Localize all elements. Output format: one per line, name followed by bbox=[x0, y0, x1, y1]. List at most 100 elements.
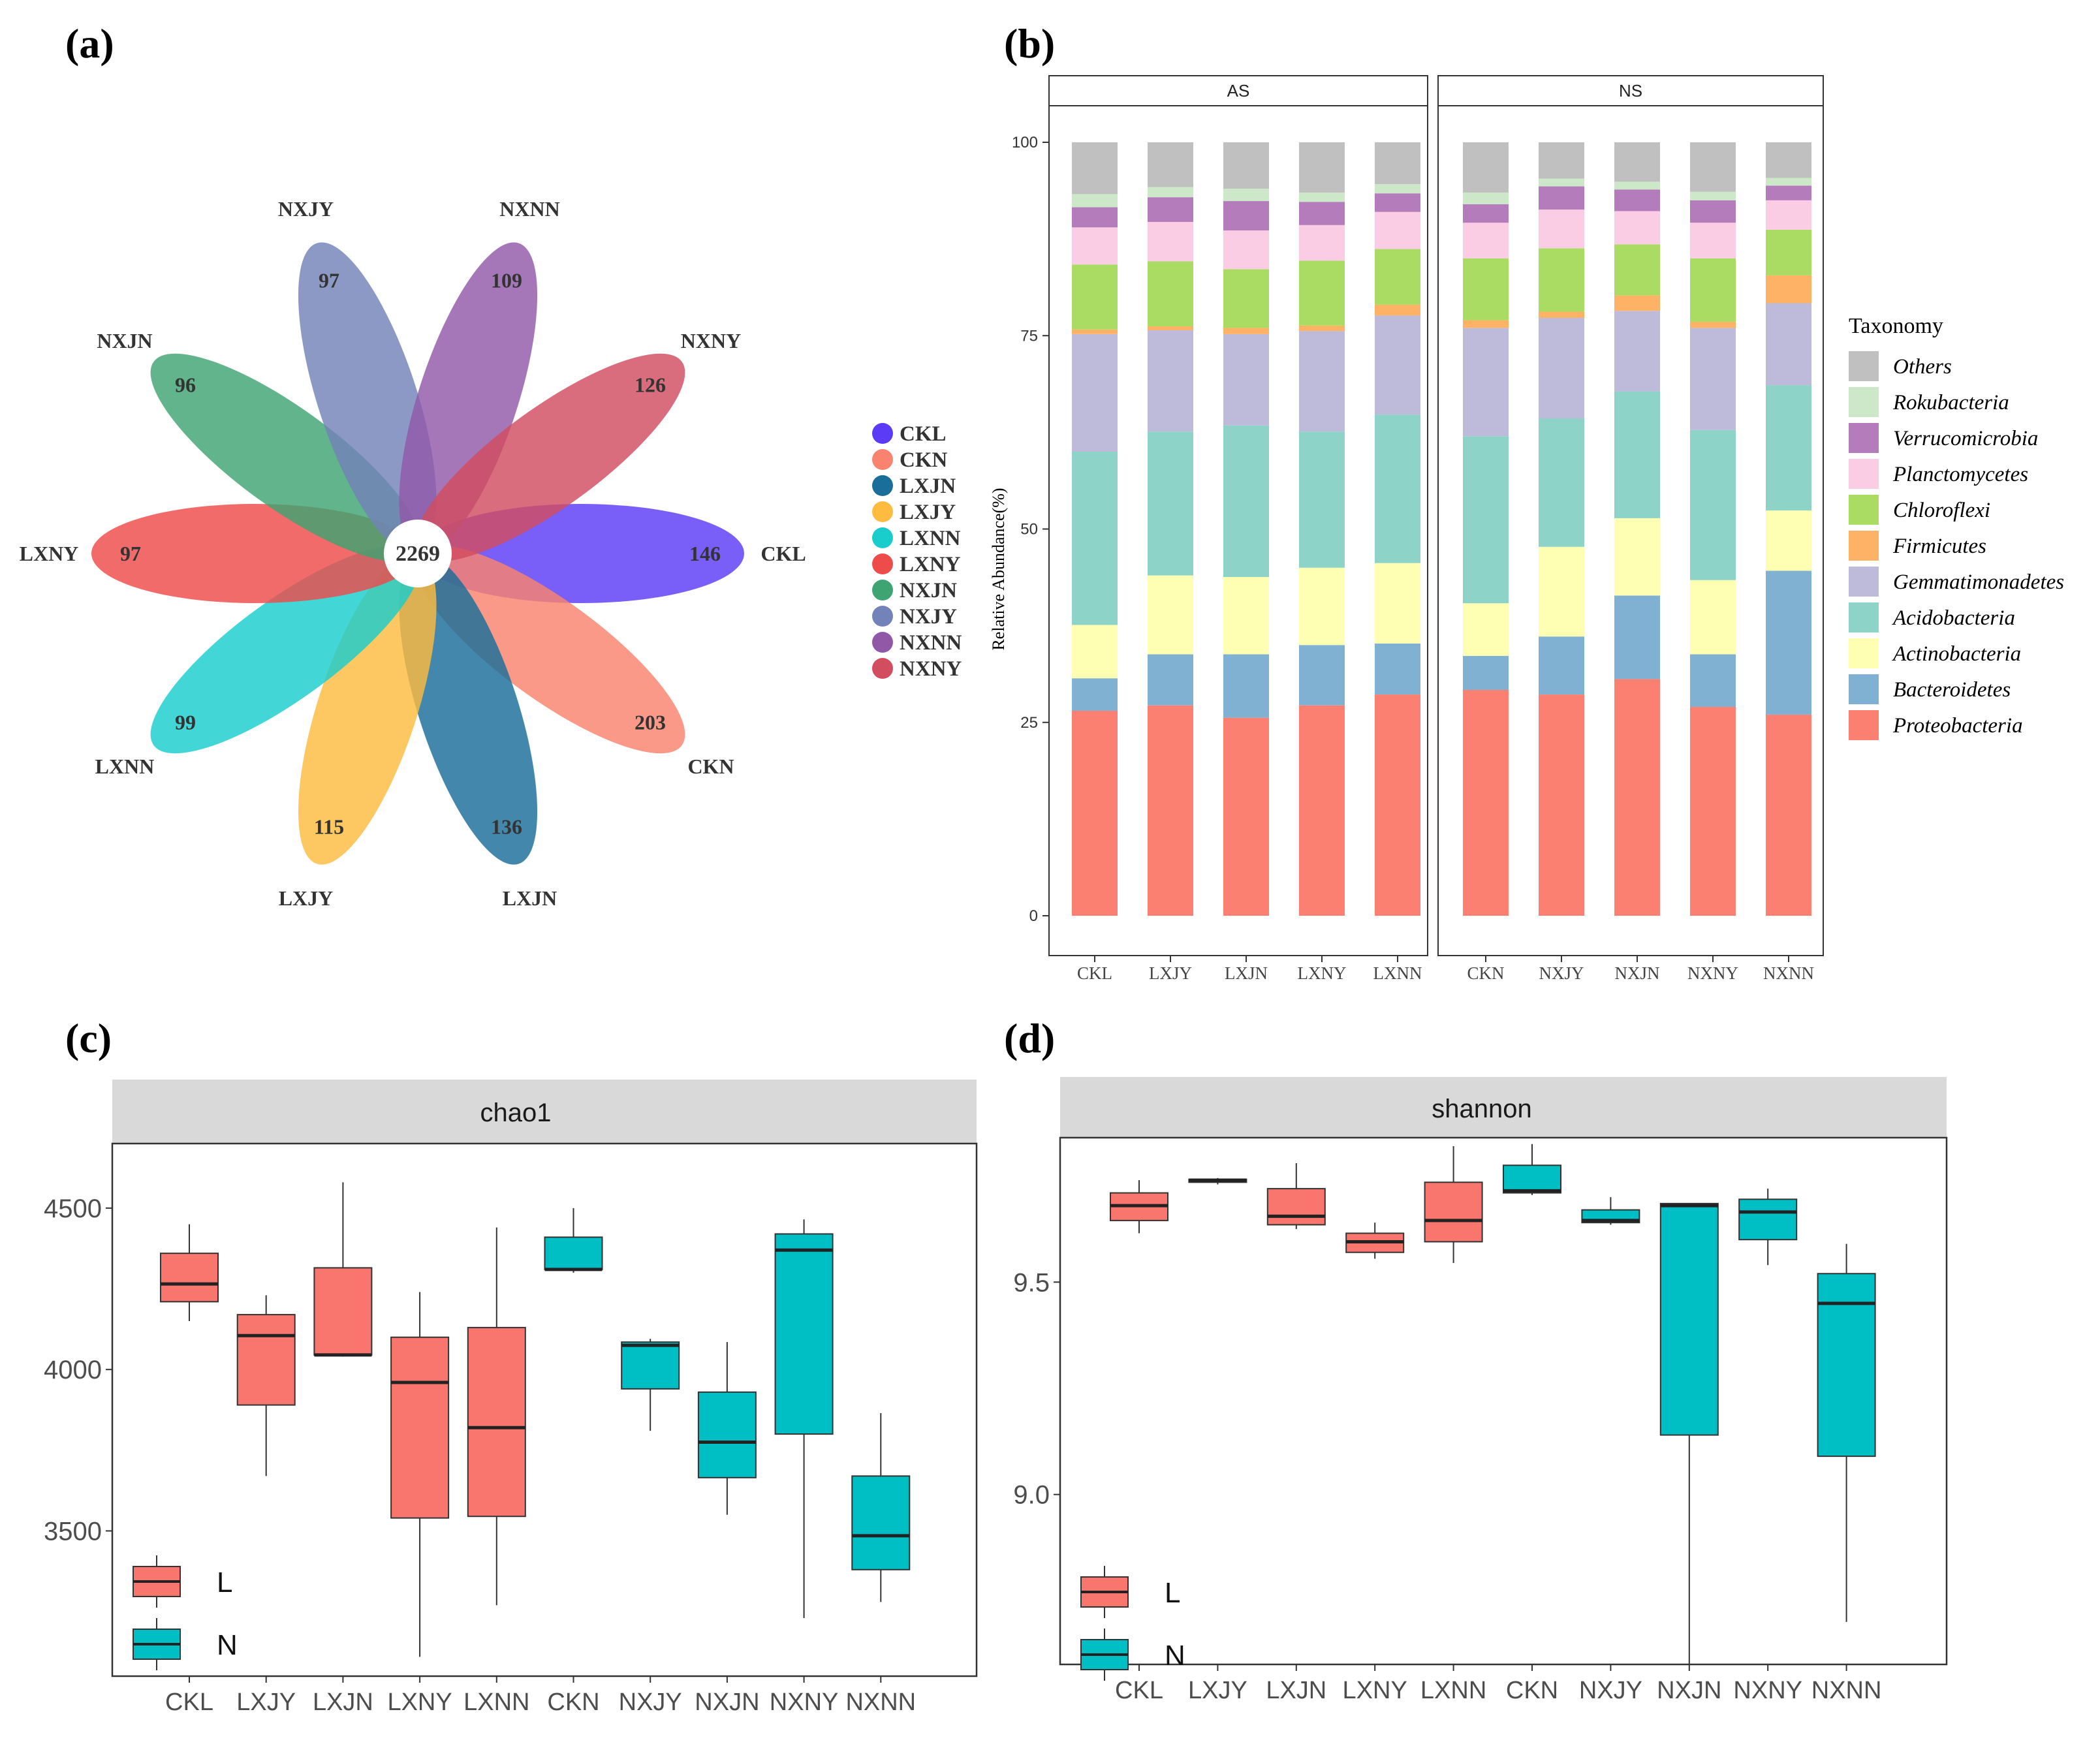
petal-count-nxjn: 96 bbox=[175, 373, 196, 396]
bar-segment bbox=[1766, 200, 1811, 230]
bar-segment bbox=[1614, 391, 1660, 518]
x-tick-label: LXJY bbox=[1188, 1677, 1247, 1704]
bar-segment bbox=[1072, 142, 1118, 195]
bar-segment bbox=[1463, 142, 1509, 193]
box-lxny bbox=[390, 1336, 450, 1519]
bar-segment bbox=[1463, 320, 1509, 328]
bar-segment bbox=[1766, 385, 1811, 511]
legend-label: Actinobacteria bbox=[1892, 642, 2021, 666]
legend-swatch bbox=[1849, 710, 1879, 740]
x-tick-label: CKN bbox=[547, 1689, 599, 1716]
bar-segment bbox=[1223, 201, 1269, 231]
boxplot-title: chao1 bbox=[480, 1099, 552, 1127]
x-tick-label: NXJY bbox=[1579, 1677, 1642, 1704]
bar-segment bbox=[1072, 710, 1118, 916]
legend-swatch bbox=[1849, 495, 1879, 525]
box-nxnn bbox=[851, 1475, 911, 1570]
x-tick-label: LXNY bbox=[1298, 963, 1347, 983]
x-tick-label: NXJY bbox=[1539, 963, 1584, 983]
bar-segment bbox=[1223, 189, 1269, 202]
legend-swatch-nxjy bbox=[872, 606, 893, 627]
bar-segment bbox=[1690, 580, 1736, 655]
bar-segment bbox=[1223, 328, 1269, 334]
bar-segment bbox=[1766, 142, 1811, 178]
y-tick-label: 50 bbox=[1020, 521, 1038, 538]
legend-label-lxjn: LXJN bbox=[900, 475, 956, 498]
bar-segment bbox=[1614, 244, 1660, 296]
bar-segment bbox=[1766, 303, 1811, 386]
box-nxnn bbox=[1817, 1273, 1876, 1458]
petal-nxny bbox=[415, 353, 685, 562]
x-tick-label: CKL bbox=[1077, 963, 1112, 983]
petal-count-nxnn: 109 bbox=[491, 269, 522, 292]
legend-swatch-lxny bbox=[872, 553, 893, 574]
legend-swatch bbox=[1849, 674, 1879, 704]
bar-segment bbox=[1614, 295, 1660, 311]
bar-segment bbox=[1072, 452, 1118, 625]
legend-label: Proteobacteria bbox=[1892, 714, 2023, 738]
plot-panel bbox=[111, 1142, 978, 1677]
bar-segment bbox=[1148, 330, 1193, 432]
legend-label: Firmicutes bbox=[1892, 535, 1986, 558]
bar-segment bbox=[1690, 191, 1736, 200]
petal-count-lxnn: 99 bbox=[175, 711, 196, 734]
petal-lxjy bbox=[298, 552, 437, 865]
x-tick-label: NXNY bbox=[1733, 1677, 1802, 1704]
petal-label-lxjy: LXJY bbox=[279, 886, 334, 910]
bar-segment bbox=[1375, 694, 1420, 916]
bar-segment bbox=[1072, 264, 1118, 330]
bar-segment bbox=[1463, 223, 1509, 258]
legend-label-lxjy: LXJY bbox=[900, 501, 956, 524]
bar-segment bbox=[1223, 269, 1269, 328]
bar-segment bbox=[1072, 678, 1118, 711]
bar-segment bbox=[1148, 222, 1193, 262]
petal-count-lxjy: 115 bbox=[314, 815, 344, 838]
legend-label: L bbox=[1165, 1577, 1180, 1609]
bar-segment bbox=[1223, 230, 1269, 270]
x-tick-label: NXNN bbox=[1763, 963, 1814, 983]
bar-segment bbox=[1539, 178, 1584, 187]
legend-label-lxnn: LXNN bbox=[900, 527, 961, 550]
petal-lxnn bbox=[150, 545, 421, 754]
legend-swatch-lxnn bbox=[872, 527, 893, 548]
x-tick-label: CKN bbox=[1506, 1677, 1558, 1704]
legend-label-ckn: CKN bbox=[900, 448, 948, 472]
bar-segment bbox=[1148, 142, 1193, 187]
legend-swatch bbox=[1849, 638, 1879, 668]
bar-segment bbox=[1299, 325, 1345, 332]
legend-swatch-lxjn bbox=[872, 475, 893, 496]
petal-count-ckl: 146 bbox=[689, 542, 721, 565]
bar-segment bbox=[1539, 142, 1584, 179]
petal-count-nxjy: 97 bbox=[319, 269, 339, 292]
legend-label: Gemmatimonadetes bbox=[1893, 570, 2064, 594]
bar-segment bbox=[1375, 414, 1420, 563]
petal-label-nxjy: NXJY bbox=[278, 197, 334, 221]
bar-segment bbox=[1072, 194, 1118, 208]
bar-segment bbox=[1223, 576, 1269, 655]
legend-swatch-nxjn bbox=[872, 580, 893, 600]
bar-segment bbox=[1072, 334, 1118, 452]
legend-label-nxjy: NXJY bbox=[900, 605, 957, 629]
bar-segment bbox=[1148, 187, 1193, 198]
panel-label-a: (a) bbox=[65, 20, 114, 67]
x-tick-label: NXNN bbox=[845, 1689, 916, 1716]
bar-segment bbox=[1690, 200, 1736, 223]
bar-segment bbox=[1539, 186, 1584, 210]
x-tick-label: LXJN bbox=[313, 1689, 373, 1716]
boxplot-shannon: shannon 9.0 9.5 CKL LXJY LXJN LXNY LXNN CKN NXJY N… bbox=[1013, 1077, 1948, 1704]
x-tick-label: CKN bbox=[1467, 963, 1504, 983]
bar-segment bbox=[1072, 625, 1118, 679]
petal-label-lxjn: LXJN bbox=[503, 886, 557, 910]
x-tick-label: LXJN bbox=[1225, 963, 1268, 983]
bar-segment bbox=[1766, 178, 1811, 186]
bar-segment bbox=[1375, 304, 1420, 316]
bar-segment bbox=[1375, 211, 1420, 249]
bar-segment bbox=[1690, 223, 1736, 258]
bar-segment bbox=[1690, 429, 1736, 580]
bar-segment bbox=[1072, 329, 1118, 334]
legend-label-ckl: CKL bbox=[900, 422, 947, 446]
bar-segment bbox=[1299, 260, 1345, 326]
bar-segment bbox=[1299, 202, 1345, 225]
bar-segment bbox=[1690, 142, 1736, 192]
